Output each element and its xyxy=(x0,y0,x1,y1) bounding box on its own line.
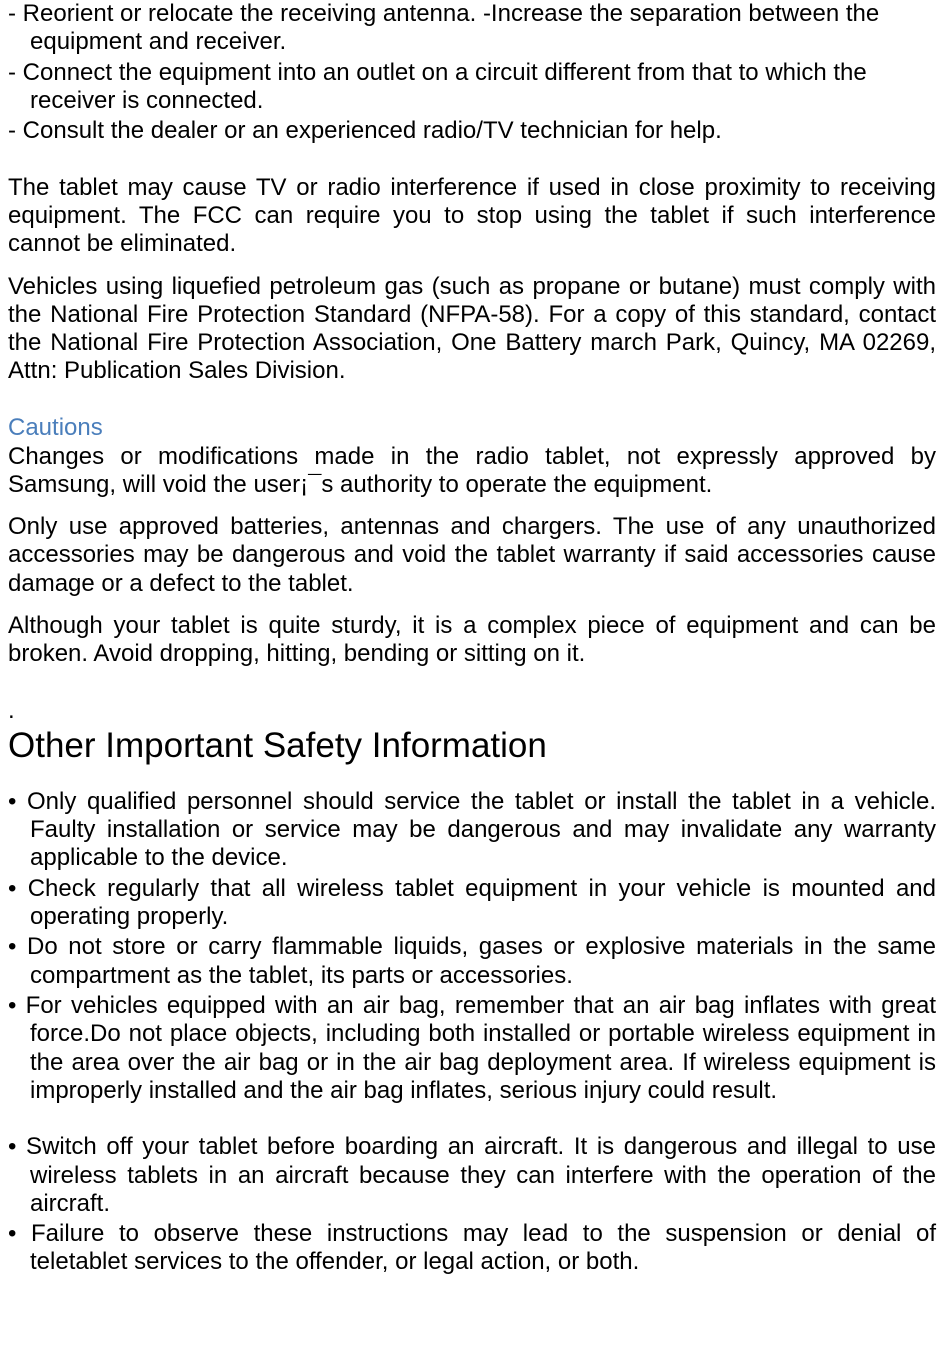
safety-item: • Check regularly that all wireless tabl… xyxy=(8,875,936,932)
cautions-paragraph: Only use approved batteries, antennas an… xyxy=(8,513,936,598)
safety-item: • Only qualified personnel should servic… xyxy=(8,788,936,873)
body-paragraph: Vehicles using liquefied petroleum gas (… xyxy=(8,273,936,386)
section-title: Other Important Safety Information xyxy=(8,726,936,766)
cautions-paragraph: Changes or modifications made in the rad… xyxy=(8,443,936,500)
safety-item: • Switch off your tablet before boarding… xyxy=(8,1133,936,1218)
safety-item: • For vehicles equipped with an air bag,… xyxy=(8,992,936,1105)
safety-item: • Do not store or carry flammable liquid… xyxy=(8,933,936,990)
cautions-heading: Cautions xyxy=(8,414,936,443)
document-page: - Reorient or relocate the receiving ant… xyxy=(0,0,944,1319)
cautions-paragraph: Although your tablet is quite sturdy, it… xyxy=(8,612,936,669)
trailing-dot: . xyxy=(8,697,936,726)
intro-bullet: - Reorient or relocate the receiving ant… xyxy=(8,0,936,57)
intro-bullet: - Consult the dealer or an experienced r… xyxy=(8,117,936,145)
intro-bullet: - Connect the equipment into an outlet o… xyxy=(8,59,936,116)
body-paragraph: The tablet may cause TV or radio interfe… xyxy=(8,174,936,259)
safety-item: • Failure to observe these instructions … xyxy=(8,1220,936,1277)
